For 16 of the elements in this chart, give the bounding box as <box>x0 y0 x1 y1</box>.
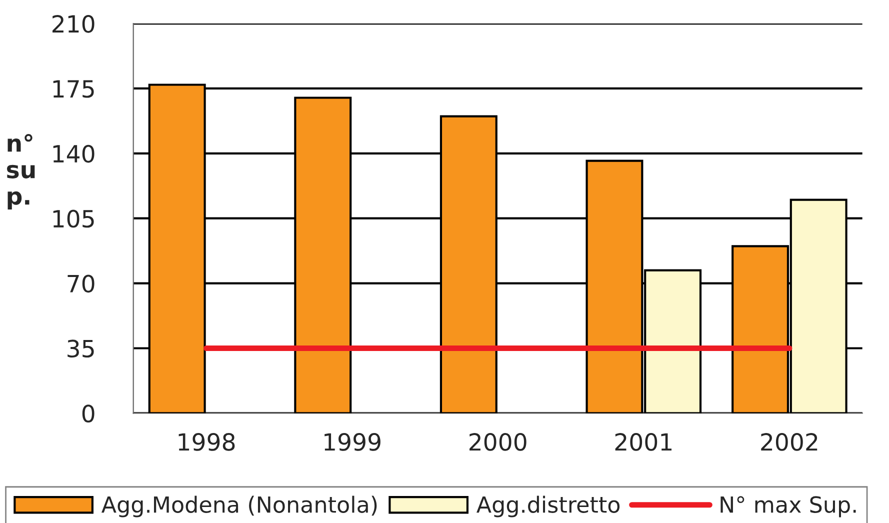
x-tick-label: 2001 <box>615 433 672 451</box>
y-axis-title: n° su p. <box>7 134 35 210</box>
y-tick-label: 140 <box>53 144 94 163</box>
y-tick-label: 35 <box>68 340 94 358</box>
legend-label: Agg.distretto <box>476 496 620 518</box>
y-tick-label: 105 <box>53 210 94 228</box>
x-tick-label: 1999 <box>324 433 380 451</box>
x-tick-label: 2000 <box>470 433 526 451</box>
y-tick-label: 0 <box>82 404 94 422</box>
y-tick-label: 70 <box>68 274 94 293</box>
legend-label: N° max Sup. <box>720 496 856 518</box>
y-tick-label: 210 <box>52 14 94 33</box>
x-tick-label: 2002 <box>761 433 818 451</box>
y-tick-label: 175 <box>53 80 94 98</box>
x-tick-label: 1998 <box>178 433 235 451</box>
legend-label: Agg.Modena (Nonantola) <box>102 496 377 518</box>
